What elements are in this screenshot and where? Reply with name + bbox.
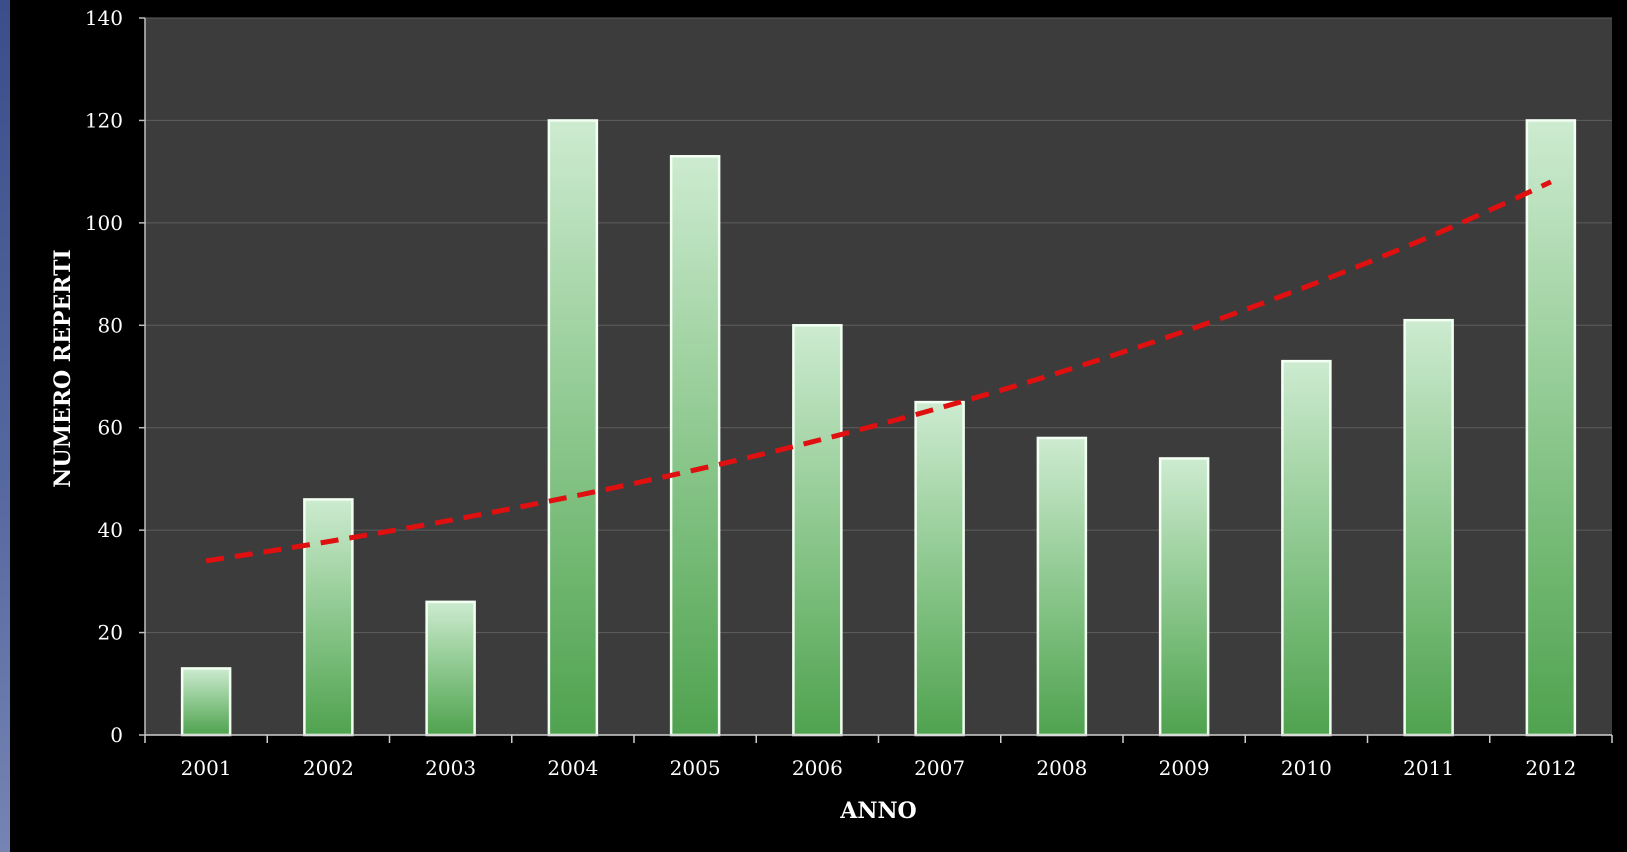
y-tick-label: 20: [98, 621, 123, 645]
bar-2003: [425, 600, 476, 737]
bar-2005: [669, 155, 721, 737]
y-tick-label: 40: [98, 518, 123, 542]
bar-2004: [547, 119, 599, 737]
x-tick-label: 2003: [425, 756, 476, 780]
gridlines: [145, 17, 1612, 634]
bar-2012: [1525, 119, 1577, 737]
axes: [139, 17, 1613, 743]
y-tick-label: 0: [110, 723, 123, 747]
x-tick-label: 2011: [1403, 756, 1454, 780]
x-axis-title: ANNO: [839, 798, 916, 824]
bar-2008: [1036, 436, 1088, 737]
x-tick-label: 2005: [670, 756, 721, 780]
bar-2011: [1403, 318, 1454, 737]
bars: [180, 119, 1577, 737]
x-tick-label: 2008: [1036, 756, 1087, 780]
bar-2006: [792, 324, 843, 737]
bar-2010: [1281, 359, 1332, 737]
y-tick-label: 140: [85, 6, 123, 30]
plot-area: [145, 18, 1612, 735]
bar-2007: [914, 400, 965, 737]
bar-2009: [1158, 457, 1210, 737]
x-tick-label: 2002: [303, 756, 354, 780]
y-tick-labels: 0 20 40 60 80 100 120 140: [85, 6, 123, 747]
y-tick-label: 120: [85, 108, 123, 132]
y-axis-title: NUMERO REPERTI: [50, 249, 76, 487]
x-tick-label: 2007: [914, 756, 965, 780]
x-tick-label: 2009: [1159, 756, 1210, 780]
x-tick-label: 2006: [792, 756, 843, 780]
x-tick-label: 2012: [1525, 756, 1576, 780]
x-tick-label: 2004: [547, 756, 598, 780]
bar-2001: [180, 667, 232, 737]
bar-2002: [303, 498, 354, 737]
x-tick-label: 2010: [1281, 756, 1332, 780]
left-edge-stripe: [0, 0, 10, 852]
x-tick-label: 2001: [181, 756, 232, 780]
y-tick-label: 100: [85, 211, 123, 235]
x-tick-labels: 2001 2002 2003 2004 2005 2006 2007 2008 2009 2010…: [181, 756, 1577, 780]
y-tick-label: 60: [98, 416, 123, 440]
y-tick-label: 80: [98, 313, 123, 337]
